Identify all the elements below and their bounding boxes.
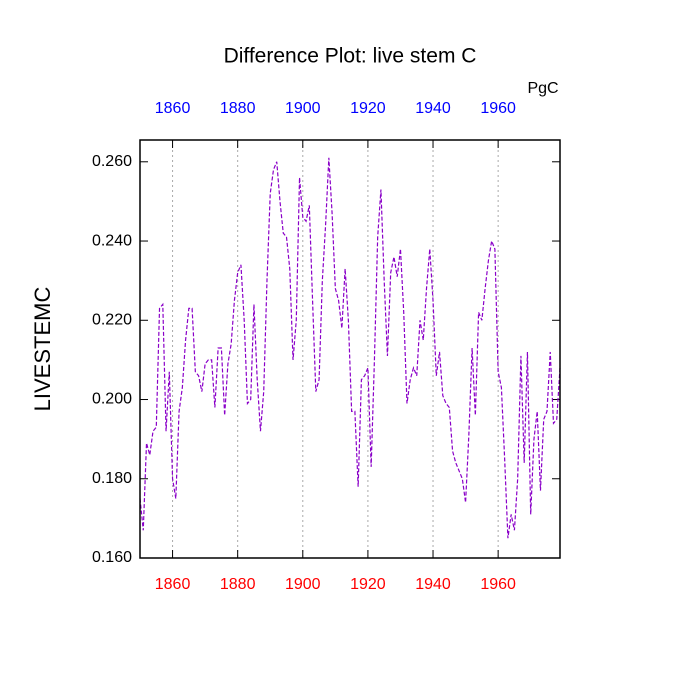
x-tick-label: 1880 xyxy=(220,576,256,593)
y-tick-label: 0.240 xyxy=(92,232,132,249)
y-tick-label: 0.180 xyxy=(92,470,132,487)
units-label: PgC xyxy=(527,80,558,97)
x-tick-label-top: 1960 xyxy=(480,100,516,117)
data-line xyxy=(139,157,561,539)
x-tick-label-top: 1940 xyxy=(415,100,451,117)
y-axis-label: LIVESTEMC xyxy=(30,287,55,412)
x-tick-label: 1860 xyxy=(155,576,191,593)
x-tick-label: 1940 xyxy=(415,576,451,593)
plot-frame xyxy=(139,139,561,559)
y-tick-label: 0.220 xyxy=(92,311,132,328)
x-tick-label-top: 1860 xyxy=(155,100,191,117)
x-tick-label-top: 1900 xyxy=(285,100,321,117)
y-tick-label: 0.260 xyxy=(92,153,132,170)
y-tick-label: 0.200 xyxy=(92,391,132,408)
x-tick-label-top: 1920 xyxy=(350,100,386,117)
chart-title: Difference Plot: live stem C xyxy=(224,45,477,68)
x-tick-label: 1900 xyxy=(285,576,321,593)
y-tick-label: 0.160 xyxy=(92,549,132,566)
x-tick-label: 1920 xyxy=(350,576,386,593)
x-tick-label-top: 1880 xyxy=(220,100,256,117)
x-tick-label: 1960 xyxy=(480,576,516,593)
